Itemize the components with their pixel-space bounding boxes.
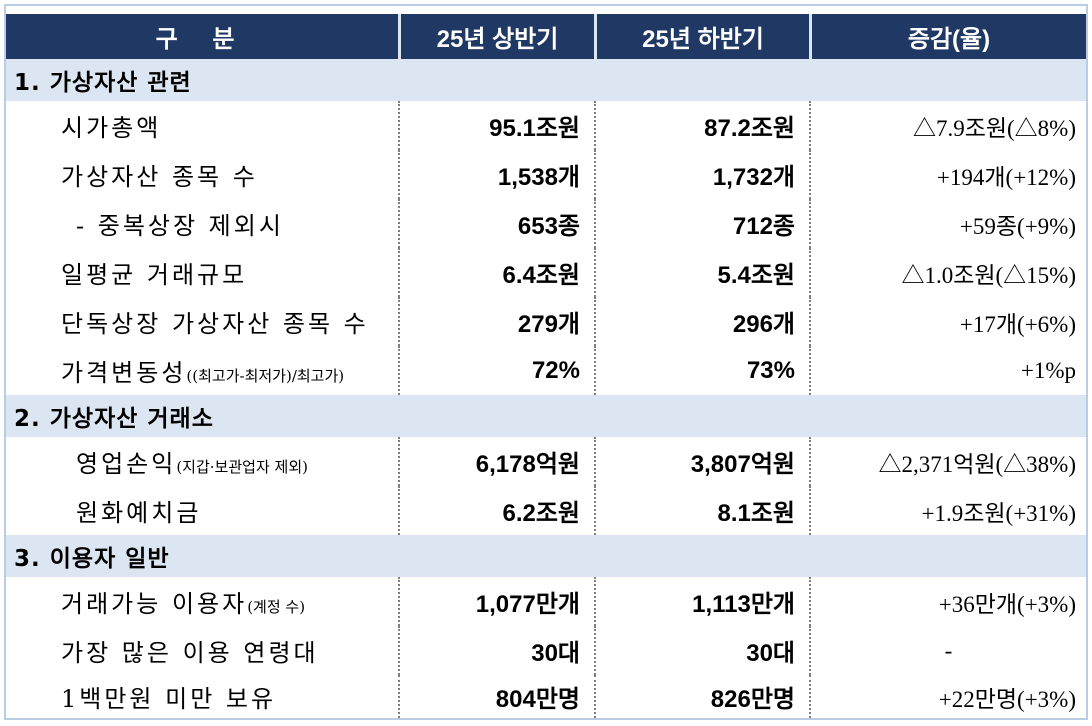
- first-half-value: 6.2조원: [398, 486, 594, 535]
- second-half-value: 73%: [594, 346, 809, 395]
- change-value: +17개(+6%): [809, 297, 1086, 346]
- table-row: 일평균 거래규모 6.4조원 5.4조원 △1.0조원(△15%): [6, 248, 1086, 297]
- row-label-note: (지갑·보관업자 제외): [176, 458, 308, 476]
- header-first-half: 25년 상반기: [398, 14, 594, 59]
- second-half-value: 712종: [594, 199, 809, 248]
- second-half-value: 3,807억원: [594, 437, 809, 486]
- row-label: - 중복상장 제외시: [76, 212, 284, 240]
- change-value: +194개(+12%): [809, 150, 1086, 199]
- table-row: - 중복상장 제외시 653종 712종 +59종(+9%): [6, 199, 1086, 248]
- first-half-value: 30대: [398, 626, 594, 675]
- change-value: +59종(+9%): [809, 199, 1086, 248]
- row-label: 거래가능 이용자: [61, 590, 248, 618]
- first-half-value: 6.4조원: [398, 248, 594, 297]
- row-label: 가격변동성: [61, 359, 187, 387]
- first-half-value: 72%: [398, 346, 594, 395]
- table-row: 가장 많은 이용 연령대 30대 30대 -: [6, 626, 1086, 675]
- row-label: 시가총액: [61, 114, 162, 142]
- section-title: 3. 이용자 일반: [6, 535, 1086, 577]
- first-half-value: 279개: [398, 297, 594, 346]
- table-header-row: 구 분 25년 상반기 25년 하반기 증감(율): [6, 14, 1086, 59]
- second-half-value: 826만명: [594, 675, 809, 718]
- change-value: -: [809, 626, 1086, 675]
- header-second-half: 25년 하반기: [594, 14, 809, 59]
- row-label: 단독상장 가상자산 종목 수: [61, 310, 369, 338]
- table-row: 가상자산 종목 수 1,538개 1,732개 +194개(+12%): [6, 150, 1086, 199]
- second-half-value: 1,732개: [594, 150, 809, 199]
- row-label: 원화예치금: [76, 499, 202, 527]
- change-value: +1%p: [809, 346, 1086, 395]
- first-half-value: 653종: [398, 199, 594, 248]
- row-label-note: (계정 수): [247, 598, 306, 616]
- row-label: 영업손익: [76, 450, 177, 478]
- row-label: 1백만원 미만 보유: [61, 685, 277, 713]
- first-half-value: 804만명: [398, 675, 594, 718]
- table-row: 단독상장 가상자산 종목 수 279개 296개 +17개(+6%): [6, 297, 1086, 346]
- change-value: △2,371억원(△38%): [809, 437, 1086, 486]
- table-row: 거래가능 이용자(계정 수) 1,077만개 1,113만개 +36만개(+3%…: [6, 577, 1086, 626]
- change-value: △1.0조원(△15%): [809, 248, 1086, 297]
- summary-table: 구 분 25년 상반기 25년 하반기 증감(율) 1. 가상자산 관련 시가총…: [4, 4, 1088, 720]
- second-half-value: 87.2조원: [594, 101, 809, 150]
- second-half-value: 296개: [594, 297, 809, 346]
- first-half-value: 6,178억원: [398, 437, 594, 486]
- second-half-value: 8.1조원: [594, 486, 809, 535]
- header-category: 구 분: [155, 26, 249, 53]
- table-row: 원화예치금 6.2조원 8.1조원 +1.9조원(+31%): [6, 486, 1086, 535]
- first-half-value: 1,538개: [398, 150, 594, 199]
- header-change: 증감(율): [809, 14, 1086, 59]
- table-row: 영업손익(지갑·보관업자 제외) 6,178억원 3,807억원 △2,371억…: [6, 437, 1086, 486]
- first-half-value: 95.1조원: [398, 101, 594, 150]
- section-title: 1. 가상자산 관련: [6, 59, 1086, 101]
- second-half-value: 30대: [594, 626, 809, 675]
- row-label-note: ((최고가-최저가)/최고가): [186, 367, 345, 385]
- table-row: 가격변동성((최고가-최저가)/최고가) 72% 73% +1%p: [6, 346, 1086, 395]
- row-label: 가장 많은 이용 연령대: [61, 639, 319, 667]
- change-value: +1.9조원(+31%): [809, 486, 1086, 535]
- table-row: 1백만원 미만 보유 804만명 826만명 +22만명(+3%): [6, 675, 1086, 718]
- row-label: 일평균 거래규모: [61, 261, 248, 289]
- second-half-value: 1,113만개: [594, 577, 809, 626]
- change-value: △7.9조원(△8%): [809, 101, 1086, 150]
- change-value: +36만개(+3%): [809, 577, 1086, 626]
- table-row: 시가총액 95.1조원 87.2조원 △7.9조원(△8%): [6, 101, 1086, 150]
- first-half-value: 1,077만개: [398, 577, 594, 626]
- second-half-value: 5.4조원: [594, 248, 809, 297]
- change-value: +22만명(+3%): [809, 675, 1086, 718]
- section-title: 2. 가상자산 거래소: [6, 395, 1086, 437]
- row-label: 가상자산 종목 수: [61, 163, 258, 191]
